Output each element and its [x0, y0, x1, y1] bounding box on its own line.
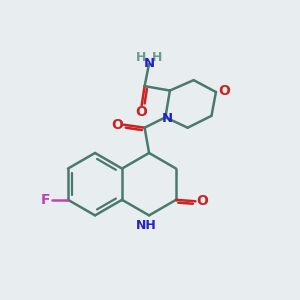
Text: F: F: [40, 193, 50, 207]
Text: O: O: [218, 84, 230, 98]
Text: NH: NH: [136, 219, 157, 232]
Text: N: N: [143, 57, 155, 70]
Text: O: O: [196, 194, 208, 208]
Text: H: H: [152, 51, 163, 64]
Text: O: O: [111, 118, 123, 132]
Text: N: N: [161, 112, 172, 125]
Text: H: H: [136, 51, 146, 64]
Text: O: O: [136, 105, 148, 119]
